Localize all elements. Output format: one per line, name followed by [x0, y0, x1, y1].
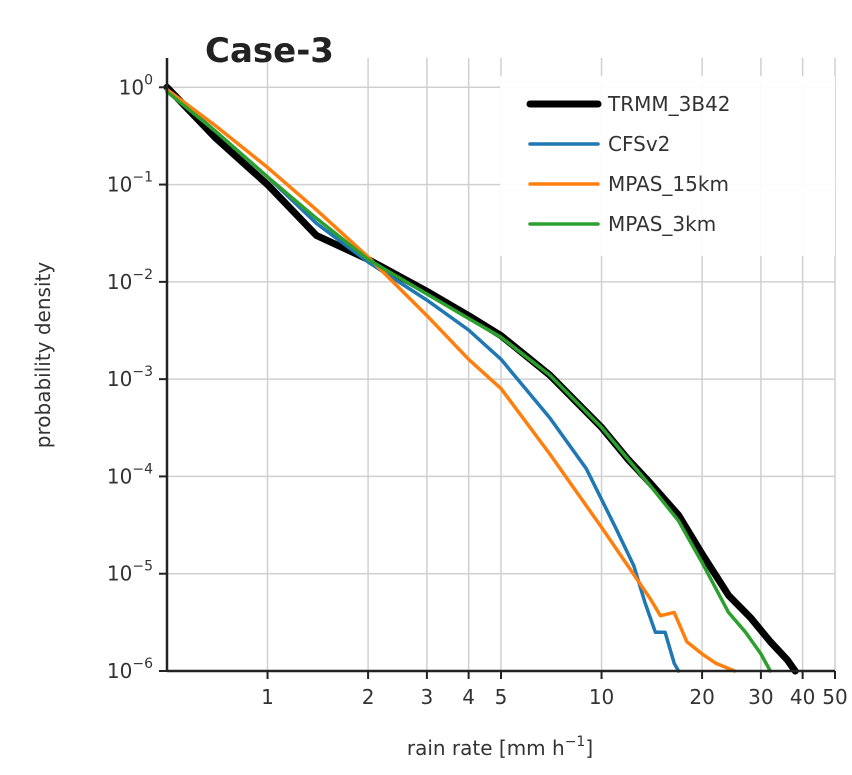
x-tick-label: 4 — [462, 685, 475, 709]
x-tick-label: 50 — [822, 685, 847, 709]
y-tick-label: 10−5 — [107, 559, 153, 586]
legend: TRMM_3B42 CFSv2 MPAS_15km MPAS_3km — [500, 76, 835, 256]
x-tick-label: 20 — [689, 685, 714, 709]
chart-title: Case-3 — [205, 31, 334, 71]
y-tick-label: 10−1 — [107, 170, 153, 197]
y-tick-label: 10−6 — [107, 656, 153, 683]
y-axis-label: probability density — [31, 262, 55, 449]
y-tick-exp: −4 — [132, 461, 153, 477]
y-tick-base: 10 — [107, 562, 132, 586]
y-tick-base: 10 — [107, 464, 132, 488]
y-tick-base: 10 — [107, 270, 132, 294]
legend-label: CFSv2 — [608, 132, 670, 156]
y-tick-label: 10−4 — [107, 461, 153, 488]
series-lines — [163, 83, 799, 675]
y-tick-label: 100 — [119, 72, 153, 99]
y-tick-exp: −1 — [132, 170, 153, 186]
y-tick-base: 10 — [107, 659, 132, 683]
y-tick-base: 10 — [119, 75, 144, 99]
x-tick-label: 10 — [589, 685, 614, 709]
legend-label: TRMM_3B42 — [607, 92, 731, 116]
series-line-mpas-15km — [165, 87, 737, 673]
x-tick-label: 3 — [421, 685, 434, 709]
legend-label: MPAS_15km — [608, 172, 729, 196]
y-tick-label: 10−3 — [107, 364, 153, 391]
x-axis-label-end: ] — [585, 736, 593, 760]
x-axis-label-sup: −1 — [565, 734, 586, 750]
ticks: 1 2 3 4 5 10 20 30 40 5010010−110−210−310−410−510… — [107, 72, 848, 709]
x-tick-label: 5 — [495, 685, 508, 709]
y-tick-exp: −5 — [132, 559, 153, 575]
x-axis-label: rain rate [mm h−1] — [407, 734, 593, 760]
y-tick-base: 10 — [107, 367, 132, 391]
y-tick-exp: 0 — [144, 72, 153, 88]
legend-label: MPAS_3km — [608, 212, 716, 236]
y-tick-exp: −3 — [132, 364, 153, 380]
y-tick-base: 10 — [107, 173, 132, 197]
x-tick-label: 30 — [748, 685, 773, 709]
series-line-cfsv2 — [165, 87, 681, 673]
y-tick-label: 10−2 — [107, 267, 153, 294]
x-tick-label: 40 — [790, 685, 815, 709]
x-tick-label: 2 — [362, 685, 375, 709]
series-line-mpas-3km — [165, 89, 773, 673]
y-tick-exp: −6 — [132, 656, 153, 672]
y-tick-exp: −2 — [132, 267, 153, 283]
x-tick-label: 1 — [261, 685, 274, 709]
